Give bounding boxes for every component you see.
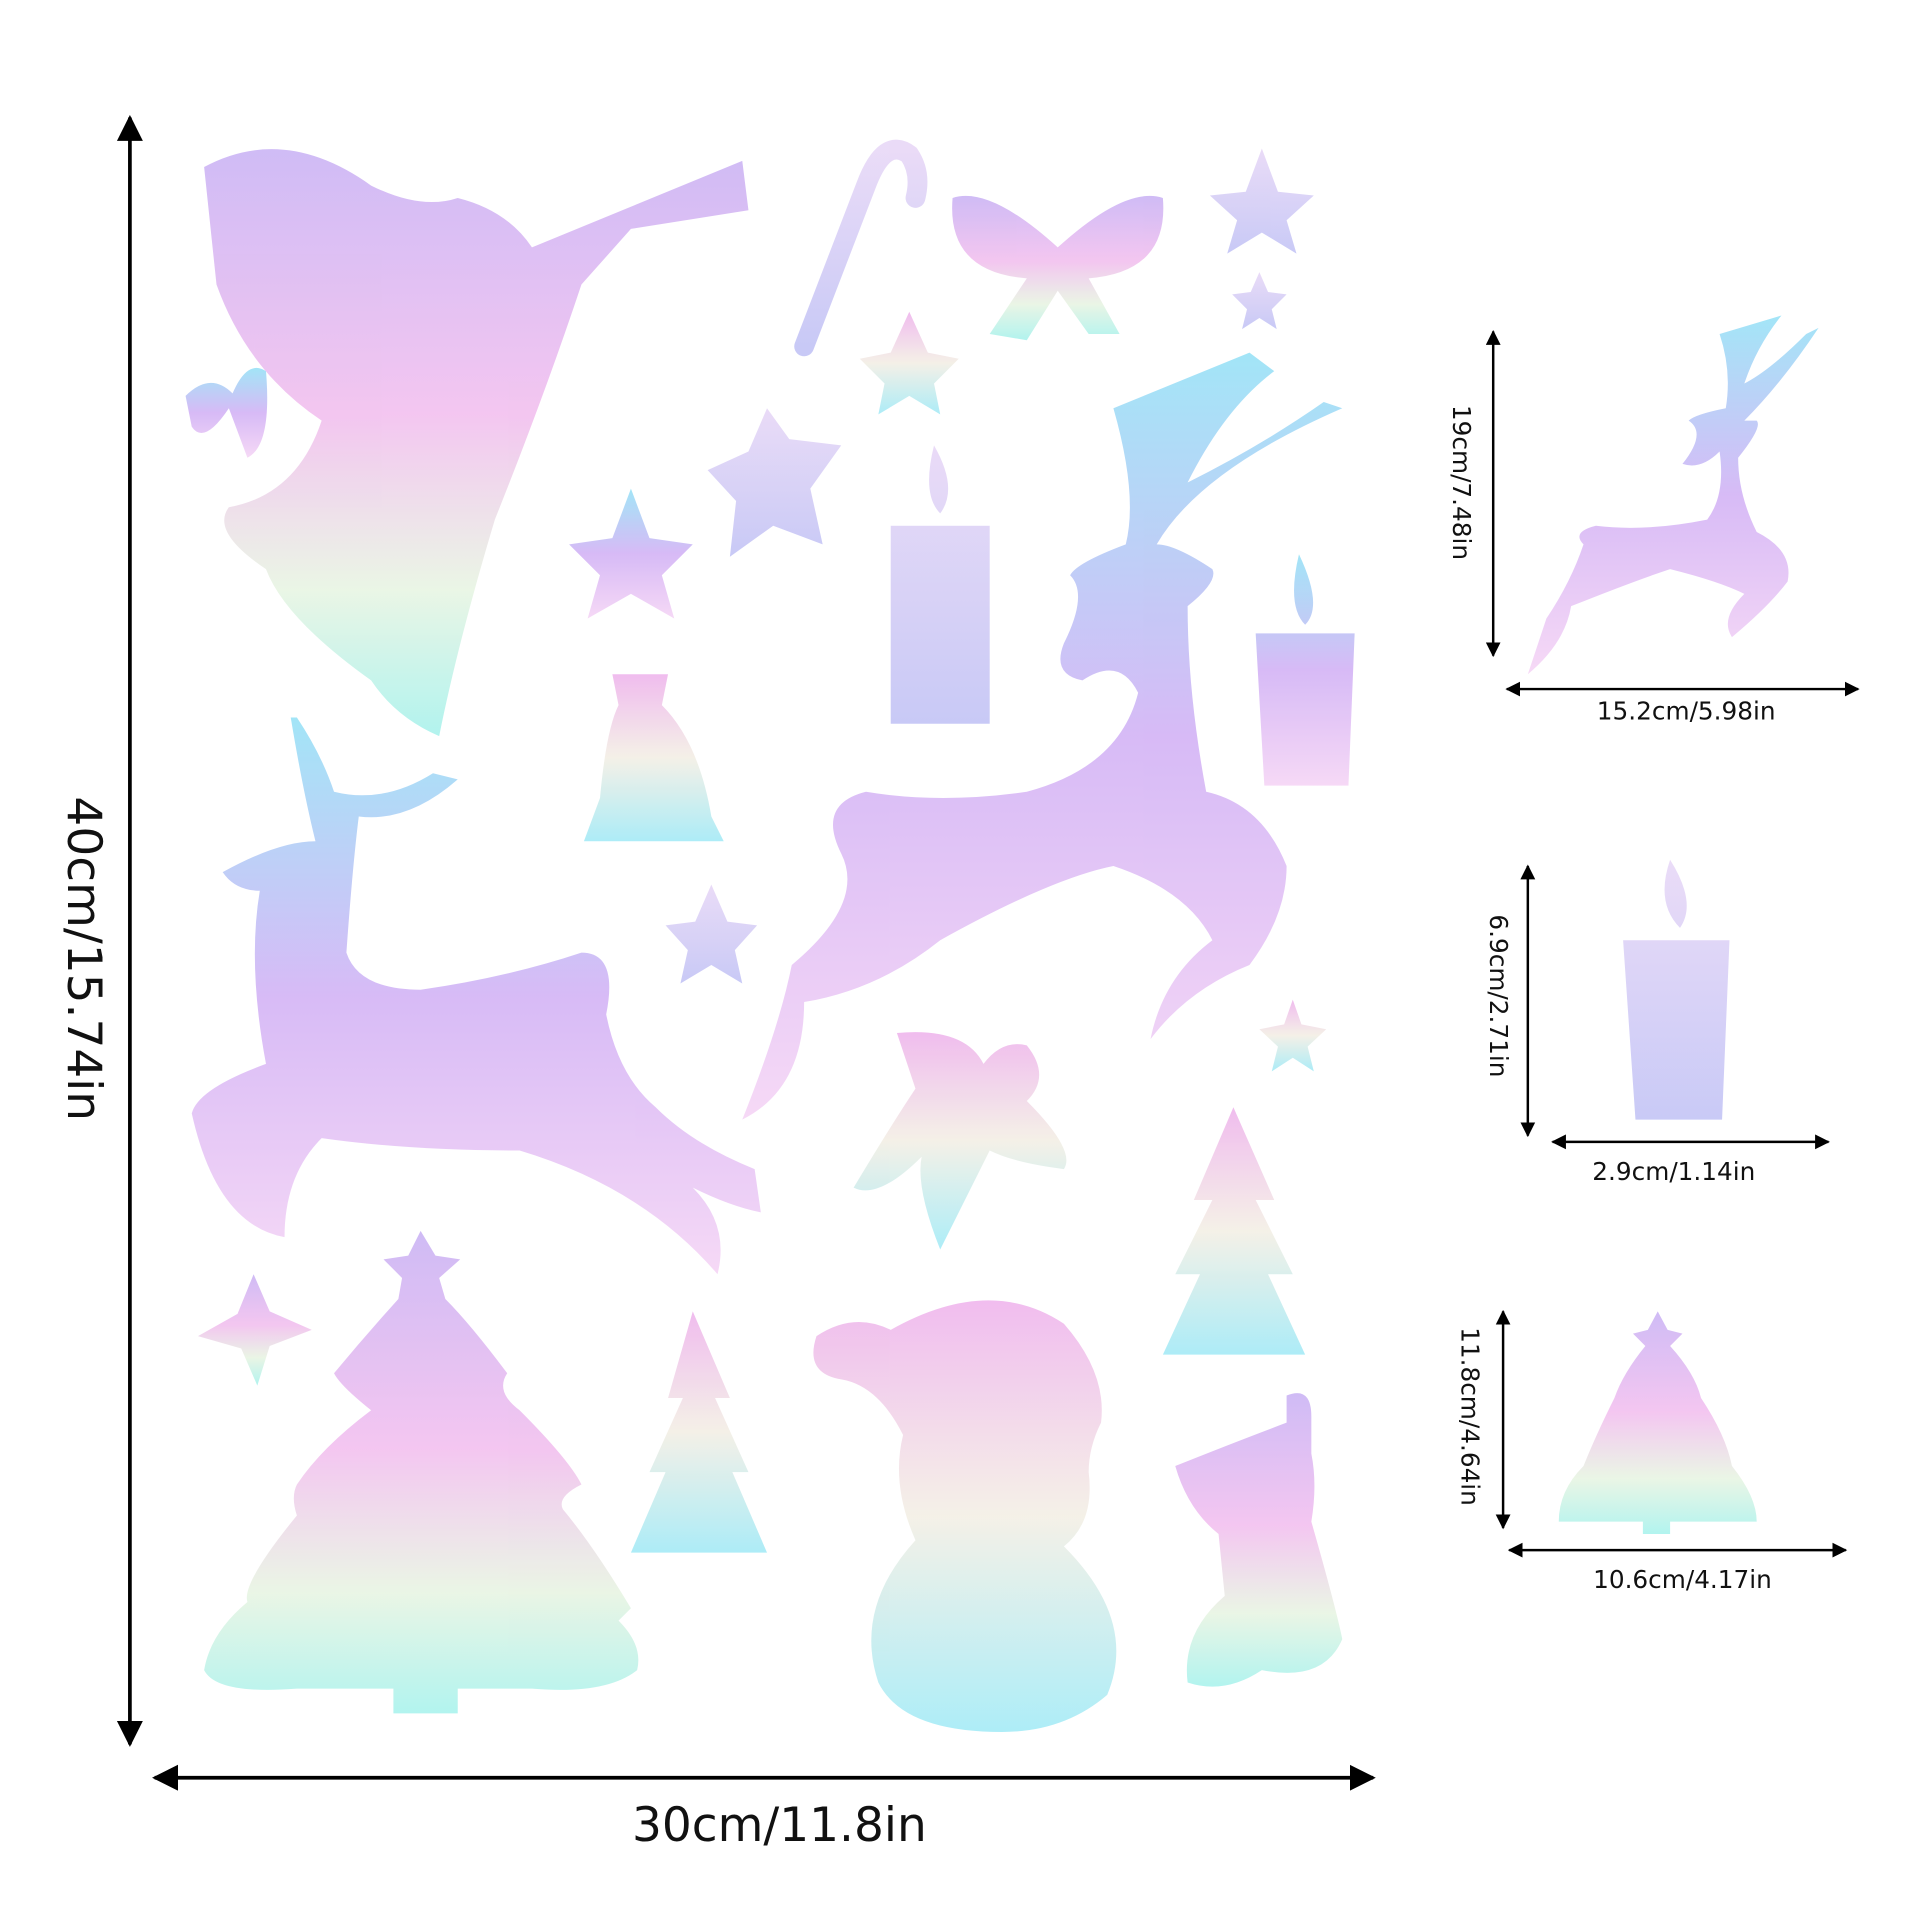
height-label: 40cm/15.74in	[56, 796, 111, 1121]
ornament-sticker	[707, 408, 842, 557]
tree-sticker	[630, 1311, 768, 1553]
candy-cane-sticker	[794, 139, 928, 357]
star-sticker	[197, 1274, 312, 1386]
star-sticker	[665, 884, 758, 984]
height-label: 11.8cm/4.64in	[1455, 1327, 1484, 1506]
stocking-sticker	[1175, 1393, 1343, 1687]
star-sticker	[859, 311, 959, 415]
candle-sticker	[1255, 554, 1355, 786]
bow-sticker	[952, 195, 1164, 341]
height-label: 6.9cm/2.71in	[1484, 914, 1513, 1077]
star-sticker	[1259, 999, 1327, 1072]
width-label: 15.2cm/5.98in	[1597, 697, 1776, 726]
candle-sticker	[890, 445, 990, 724]
reindeer-sticker	[742, 352, 1343, 1120]
angel-sticker	[204, 149, 749, 737]
tree-sticker	[204, 1230, 639, 1714]
star-sticker	[1209, 148, 1314, 254]
gingerbread-sticker	[853, 1032, 1067, 1250]
star-sticker	[1232, 272, 1287, 330]
reindeer-detail	[1527, 315, 1819, 675]
star-sticker	[569, 488, 693, 619]
width-label: 30cm/11.8in	[632, 1798, 927, 1853]
reindeer-sticker	[191, 717, 761, 1275]
width-label: 2.9cm/1.14in	[1592, 1157, 1755, 1186]
dimensions: 40cm/15.74in 30cm/11.8in 19cm/7.48in 15.…	[56, 114, 1860, 1853]
bag-sticker	[583, 674, 724, 842]
width-label: 10.6cm/4.17in	[1593, 1565, 1772, 1594]
stickers	[185, 139, 1819, 1732]
height-label: 19cm/7.48in	[1447, 405, 1476, 560]
tree-detail	[1558, 1311, 1757, 1535]
candle-detail	[1623, 859, 1730, 1120]
tree-sticker	[1162, 1107, 1306, 1355]
bow-sticker	[185, 367, 268, 458]
snowman-sticker	[813, 1300, 1117, 1732]
